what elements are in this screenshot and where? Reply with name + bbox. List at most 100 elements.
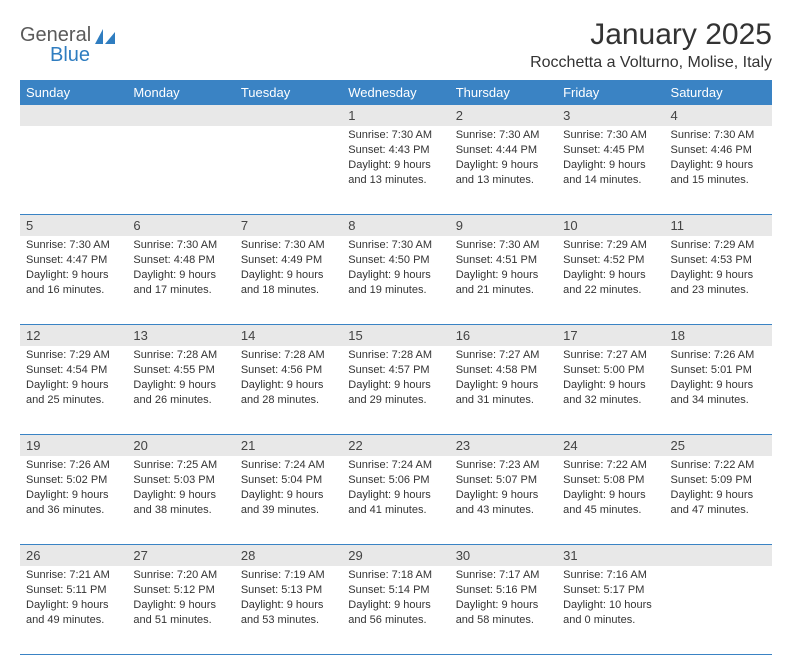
day-cell [20,126,127,214]
sun-data-line: Sunset: 5:11 PM [26,583,121,598]
weeks-container: 1234Sunrise: 7:30 AMSunset: 4:43 PMDayli… [20,105,772,655]
day-cell: Sunrise: 7:29 AMSunset: 4:53 PMDaylight:… [665,236,772,324]
week-wrapper: 12131415161718Sunrise: 7:29 AMSunset: 4:… [20,325,772,435]
location-subtitle: Rocchetta a Volturno, Molise, Italy [530,54,772,72]
sun-data-line: and 41 minutes. [348,503,443,518]
day-cell-body: Sunrise: 7:29 AMSunset: 4:54 PMDaylight:… [20,346,127,411]
sun-data-line: Sunset: 5:14 PM [348,583,443,598]
sun-data-line: Sunset: 4:49 PM [241,253,336,268]
day-cell-body: Sunrise: 7:24 AMSunset: 5:04 PMDaylight:… [235,456,342,521]
weekday-header-row: SundayMondayTuesdayWednesdayThursdayFrid… [20,80,772,105]
day-cell-body: Sunrise: 7:30 AMSunset: 4:46 PMDaylight:… [665,126,772,191]
day-number: 11 [665,215,772,236]
sun-data-line: Daylight: 9 hours [241,268,336,283]
header-row: General Blue January 2025 Rocchetta a Vo… [20,18,772,72]
day-number: 3 [557,105,664,126]
day-number: 13 [127,325,234,346]
day-cell-body: Sunrise: 7:19 AMSunset: 5:13 PMDaylight:… [235,566,342,631]
sun-data-line: and 53 minutes. [241,613,336,628]
day-cell: Sunrise: 7:30 AMSunset: 4:51 PMDaylight:… [450,236,557,324]
sun-data-line: Sunset: 5:00 PM [563,363,658,378]
sun-data-line: and 38 minutes. [133,503,228,518]
day-number [127,105,234,126]
day-cell: Sunrise: 7:16 AMSunset: 5:17 PMDaylight:… [557,566,664,654]
day-cell-body: Sunrise: 7:26 AMSunset: 5:01 PMDaylight:… [665,346,772,411]
day-cell-body: Sunrise: 7:24 AMSunset: 5:06 PMDaylight:… [342,456,449,521]
sun-data-line: Sunrise: 7:18 AM [348,568,443,583]
day-cell-body: Sunrise: 7:30 AMSunset: 4:50 PMDaylight:… [342,236,449,301]
sun-data-line: Sunset: 4:52 PM [563,253,658,268]
sun-data-line: Sunset: 4:46 PM [671,143,766,158]
sun-data-line: Daylight: 9 hours [133,488,228,503]
day-cell: Sunrise: 7:28 AMSunset: 4:56 PMDaylight:… [235,346,342,434]
sun-data-line: Sunrise: 7:23 AM [456,458,551,473]
day-cell-body: Sunrise: 7:30 AMSunset: 4:47 PMDaylight:… [20,236,127,301]
day-cell: Sunrise: 7:26 AMSunset: 5:01 PMDaylight:… [665,346,772,434]
day-cell: Sunrise: 7:27 AMSunset: 5:00 PMDaylight:… [557,346,664,434]
day-number: 15 [342,325,449,346]
sun-data-line: and 36 minutes. [26,503,121,518]
day-cell: Sunrise: 7:18 AMSunset: 5:14 PMDaylight:… [342,566,449,654]
sun-data-line: and 34 minutes. [671,393,766,408]
sun-data-line: Sunrise: 7:30 AM [26,238,121,253]
sun-data-line: Daylight: 9 hours [133,598,228,613]
day-cell-body: Sunrise: 7:28 AMSunset: 4:57 PMDaylight:… [342,346,449,411]
day-cell-body: Sunrise: 7:23 AMSunset: 5:07 PMDaylight:… [450,456,557,521]
sun-data-line: Sunset: 4:56 PM [241,363,336,378]
day-number: 1 [342,105,449,126]
day-cell-body: Sunrise: 7:30 AMSunset: 4:45 PMDaylight:… [557,126,664,191]
sun-data-line: Daylight: 9 hours [348,488,443,503]
sun-data-line: and 43 minutes. [456,503,551,518]
day-number: 16 [450,325,557,346]
sun-data-line: Sunrise: 7:20 AM [133,568,228,583]
day-cell-body: Sunrise: 7:30 AMSunset: 4:43 PMDaylight:… [342,126,449,191]
sun-data-line: and 28 minutes. [241,393,336,408]
week-wrapper: 1234Sunrise: 7:30 AMSunset: 4:43 PMDayli… [20,105,772,215]
sun-data-line: Sunrise: 7:27 AM [456,348,551,363]
sun-data-line: Sunset: 5:02 PM [26,473,121,488]
sun-data-line: Sunset: 5:01 PM [671,363,766,378]
day-cell-body: Sunrise: 7:20 AMSunset: 5:12 PMDaylight:… [127,566,234,631]
sun-data-line: and 26 minutes. [133,393,228,408]
day-number: 7 [235,215,342,236]
day-cell: Sunrise: 7:17 AMSunset: 5:16 PMDaylight:… [450,566,557,654]
sun-data-line: Sunset: 5:09 PM [671,473,766,488]
sun-data-line: Sunset: 4:47 PM [26,253,121,268]
day-cell: Sunrise: 7:30 AMSunset: 4:45 PMDaylight:… [557,126,664,214]
day-cell: Sunrise: 7:26 AMSunset: 5:02 PMDaylight:… [20,456,127,544]
sun-data-line: Sunrise: 7:28 AM [348,348,443,363]
sun-data-line: and 32 minutes. [563,393,658,408]
sun-data-line: Sunrise: 7:28 AM [241,348,336,363]
sun-data-line: Sunset: 4:43 PM [348,143,443,158]
day-cell-body: Sunrise: 7:16 AMSunset: 5:17 PMDaylight:… [557,566,664,631]
sun-data-line: and 21 minutes. [456,283,551,298]
day-cell-body: Sunrise: 7:27 AMSunset: 5:00 PMDaylight:… [557,346,664,411]
sun-data-line: Daylight: 9 hours [348,378,443,393]
sun-data-line: and 58 minutes. [456,613,551,628]
sun-data-line: Daylight: 9 hours [563,378,658,393]
sun-data-line: Daylight: 9 hours [26,598,121,613]
calendar-page: General Blue January 2025 Rocchetta a Vo… [0,0,792,612]
sun-data-line: and 31 minutes. [456,393,551,408]
day-number: 10 [557,215,664,236]
day-number: 24 [557,435,664,456]
sun-data-line: and 49 minutes. [26,613,121,628]
day-cell-body [235,126,342,132]
day-cell: Sunrise: 7:30 AMSunset: 4:50 PMDaylight:… [342,236,449,324]
sun-data-line: and 22 minutes. [563,283,658,298]
sun-data-line: Daylight: 9 hours [456,268,551,283]
day-cell: Sunrise: 7:20 AMSunset: 5:12 PMDaylight:… [127,566,234,654]
day-cell-body: Sunrise: 7:29 AMSunset: 4:52 PMDaylight:… [557,236,664,301]
day-number [665,545,772,566]
day-cell-body: Sunrise: 7:22 AMSunset: 5:08 PMDaylight:… [557,456,664,521]
sun-data-line: Sunset: 5:13 PM [241,583,336,598]
sun-data-line: Sunset: 4:44 PM [456,143,551,158]
sun-data-line: and 13 minutes. [348,173,443,188]
day-number: 29 [342,545,449,566]
day-cell-body: Sunrise: 7:28 AMSunset: 4:55 PMDaylight:… [127,346,234,411]
sun-data-line: and 39 minutes. [241,503,336,518]
day-number: 9 [450,215,557,236]
sun-data-line: Sunrise: 7:30 AM [671,128,766,143]
sun-data-line: Daylight: 9 hours [133,268,228,283]
sun-data-line: Daylight: 9 hours [671,268,766,283]
